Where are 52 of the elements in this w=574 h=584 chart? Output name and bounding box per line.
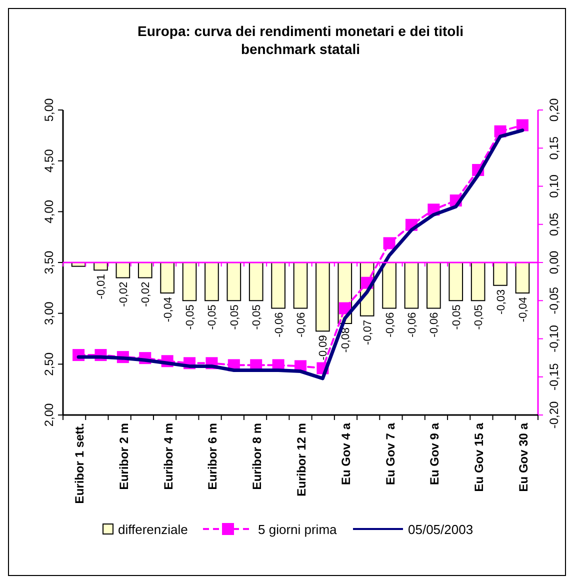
data-label: -0,02: [140, 282, 152, 307]
data-label: -0,06: [296, 312, 308, 338]
y2-tick-label: 0,05: [547, 212, 561, 236]
y2-tick-label: 0,10: [547, 174, 561, 198]
data-label: -0,07: [362, 320, 374, 345]
x-tick-label: Eu Gov 4 a: [338, 422, 353, 486]
y-tick-label: 5,00: [42, 98, 56, 122]
data-label: -0,05: [228, 304, 241, 330]
y2-tick-label: -0,10: [547, 324, 561, 352]
data-label: -0,05: [184, 304, 197, 330]
x-tick-label: Euribor 12 m: [294, 423, 308, 496]
point: [383, 237, 396, 250]
x-tick-label: Eu Gov 15 a: [472, 422, 486, 492]
legend-label: differenziale: [118, 522, 188, 537]
data-label: -0,04: [162, 297, 174, 322]
y2-tick-label: -0,15: [547, 362, 561, 391]
data-label: -0,05: [450, 304, 463, 330]
y2-tick-label: -0,20: [547, 401, 561, 429]
x-tick-label: Eu Gov 7 a: [383, 422, 398, 486]
y2-tick-label: 0,20: [547, 98, 561, 122]
x-tick-label: Eu Gov 9 a: [428, 422, 442, 486]
data-label: -0,05: [206, 304, 219, 330]
y-tick-label: 3,50: [42, 250, 56, 274]
y-tick-label: 4,50: [42, 148, 56, 173]
y-tick-label: 2,00: [42, 403, 56, 427]
data-label: -0,06: [273, 312, 286, 338]
data-label: -0,02: [118, 282, 130, 307]
y-tick-label: 4,00: [42, 200, 56, 224]
legend-label: 05/05/2003: [408, 522, 474, 537]
data-label: -0,08: [340, 328, 352, 353]
y2-tick-label: 0,00: [547, 250, 561, 274]
data-label: -0,01: [96, 274, 108, 300]
x-tick-label: Eu Gov 30 a: [516, 422, 530, 492]
y2-tick-label: -0,05: [547, 286, 561, 314]
data-label: -0,05: [251, 304, 264, 330]
x-tick-label: Euribor 4 m: [161, 423, 176, 490]
data-label: -0,03: [495, 289, 508, 314]
data-label: -0,05: [473, 304, 486, 330]
y2-tick-label: 0,15: [547, 136, 561, 160]
data-label: -0,06: [384, 312, 396, 338]
data-label: -0,06: [428, 312, 441, 338]
y-tick-label: 3,00: [42, 301, 56, 326]
x-tick-label: Euribor 1 sett.: [72, 423, 87, 504]
data-label: -0,09: [318, 335, 330, 360]
legend-label: 5 giorni prima: [258, 522, 338, 537]
x-tick-label: Euribor 6 m: [206, 423, 220, 490]
x-tick-label: Euribor 8 m: [250, 423, 264, 490]
x-tick-label: Euribor 2 m: [116, 423, 131, 490]
y-tick-label: 2,50: [42, 352, 56, 376]
data-label: -0,04: [517, 297, 530, 322]
data-label: -0,06: [406, 312, 418, 338]
chart-title: Europa: curva dei rendimenti monetari e dei titoli benchmark statali: [138, 23, 464, 57]
